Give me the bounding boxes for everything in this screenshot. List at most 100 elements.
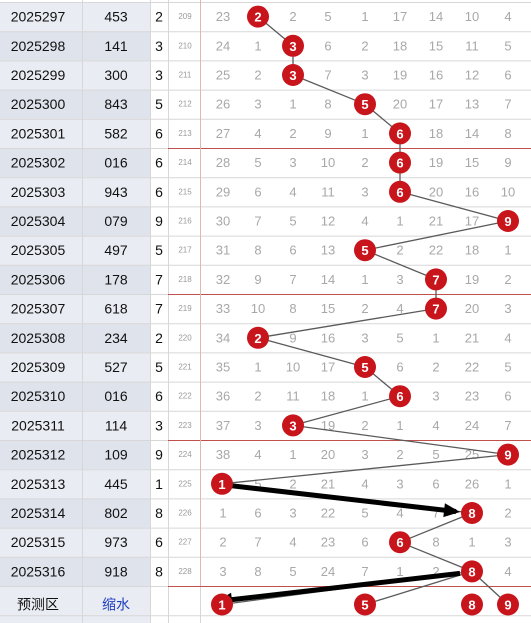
omission-value: 10 bbox=[501, 184, 515, 199]
sequence-number: 215 bbox=[178, 187, 192, 196]
sequence-number: 223 bbox=[178, 421, 192, 430]
issue-cell-bg bbox=[0, 264, 82, 294]
trend-segment bbox=[257, 307, 437, 339]
sum-cell-bg bbox=[150, 527, 168, 557]
ball-circle bbox=[354, 93, 376, 116]
omission-value: 5 bbox=[432, 447, 439, 462]
ball-circle bbox=[354, 239, 376, 262]
omission-value: 6 bbox=[361, 535, 368, 550]
draw-number: 618 bbox=[104, 301, 128, 317]
trend-segment bbox=[399, 541, 473, 573]
omission-value: 26 bbox=[216, 97, 230, 112]
ball-value: 6 bbox=[396, 156, 403, 171]
ball-value: 8 bbox=[468, 506, 475, 521]
draw-number: 582 bbox=[104, 125, 128, 141]
hit-ball: 6 bbox=[389, 531, 411, 554]
trend-segment bbox=[292, 424, 509, 456]
omission-value: 14 bbox=[429, 9, 443, 24]
ball-circle bbox=[211, 472, 233, 495]
shrink-link[interactable]: 缩水 bbox=[102, 597, 130, 613]
omission-value: 19 bbox=[429, 155, 443, 170]
issue-number: 2025306 bbox=[11, 271, 66, 287]
sum-tail: 5 bbox=[155, 242, 163, 258]
number-cell-bg bbox=[82, 527, 150, 557]
sum-cell-bg bbox=[150, 294, 168, 324]
draw-number: 453 bbox=[104, 9, 128, 25]
omission-value: 31 bbox=[216, 243, 230, 258]
omission-value: 23 bbox=[216, 9, 230, 24]
omission-value: 2 bbox=[432, 360, 439, 375]
omission-value: 7 bbox=[432, 506, 439, 521]
omission-value: 24 bbox=[321, 564, 335, 579]
number-cell-bg bbox=[82, 264, 150, 294]
omission-value: 10 bbox=[321, 155, 335, 170]
ball-circle bbox=[461, 593, 483, 616]
omission-value: 15 bbox=[429, 38, 443, 53]
omission-value: 5 bbox=[254, 476, 261, 491]
sum-tail: 3 bbox=[155, 38, 163, 54]
ball-circle bbox=[389, 531, 411, 554]
number-cell-bg bbox=[82, 410, 150, 440]
ball-value: 5 bbox=[361, 598, 368, 613]
trend-segment bbox=[364, 220, 509, 251]
issue-number: 2025300 bbox=[11, 96, 66, 112]
draw-number: 016 bbox=[104, 388, 128, 404]
sum-cell-bg bbox=[150, 148, 168, 178]
omission-value: 10 bbox=[465, 9, 479, 24]
omission-value: 7 bbox=[361, 564, 368, 579]
omission-value: 23 bbox=[321, 535, 335, 550]
omission-value: 13 bbox=[321, 243, 335, 258]
sequence-number: 220 bbox=[178, 333, 192, 342]
prediction-ball: 1 bbox=[211, 593, 233, 616]
sum-cell-bg bbox=[150, 556, 168, 586]
sequence-number: 210 bbox=[178, 41, 192, 50]
sequence-number: 219 bbox=[178, 304, 192, 313]
omission-value: 4 bbox=[504, 9, 511, 24]
issue-number: 2025304 bbox=[11, 213, 66, 229]
omission-value: 6 bbox=[254, 506, 261, 521]
issue-number: 2025302 bbox=[11, 155, 66, 171]
omission-value: 6 bbox=[504, 389, 511, 404]
omission-value: 18 bbox=[321, 389, 335, 404]
omission-value: 23 bbox=[465, 389, 479, 404]
omission-value: 7 bbox=[254, 535, 261, 550]
omission-value: 10 bbox=[286, 360, 300, 375]
ball-circle bbox=[211, 593, 233, 616]
omission-value: 3 bbox=[361, 184, 368, 199]
sum-tail: 8 bbox=[155, 563, 163, 579]
sequence-number: 211 bbox=[179, 71, 192, 80]
omission-value: 15 bbox=[321, 301, 335, 316]
issue-number: 2025310 bbox=[11, 388, 66, 404]
ball-circle bbox=[461, 502, 483, 524]
draw-number: 141 bbox=[104, 38, 128, 54]
ball-value: 7 bbox=[432, 302, 439, 317]
issue-cell-bg bbox=[0, 381, 82, 411]
omission-value: 6 bbox=[504, 68, 511, 83]
hit-ball: 9 bbox=[497, 210, 519, 232]
omission-value: 4 bbox=[504, 330, 511, 345]
ball-circle bbox=[389, 385, 411, 408]
sum-cell-bg bbox=[150, 206, 168, 236]
ball-value: 7 bbox=[432, 272, 439, 287]
sum-tail: 6 bbox=[155, 184, 163, 200]
ball-circle bbox=[389, 180, 411, 203]
number-cell-bg bbox=[82, 31, 150, 61]
omission-value: 11 bbox=[321, 184, 335, 199]
hit-ball: 8 bbox=[461, 560, 483, 583]
sum-tail: 1 bbox=[155, 476, 163, 492]
sum-cell-bg bbox=[150, 2, 168, 32]
hit-ball: 8 bbox=[461, 502, 483, 524]
ball-circle bbox=[461, 560, 483, 583]
hit-ball: 3 bbox=[282, 34, 304, 57]
number-cell-bg bbox=[82, 177, 150, 207]
omission-value: 8 bbox=[504, 126, 511, 141]
issue-number: 2025315 bbox=[11, 534, 66, 550]
omission-value: 24 bbox=[465, 418, 479, 433]
draw-number: 527 bbox=[104, 359, 128, 375]
omission-value: 11 bbox=[465, 38, 479, 53]
sum-cell-bg bbox=[150, 264, 168, 294]
sum-tail: 9 bbox=[155, 447, 163, 463]
omission-value: 2 bbox=[504, 506, 511, 521]
omission-value: 10 bbox=[251, 301, 265, 316]
omission-value: 5 bbox=[289, 214, 296, 229]
